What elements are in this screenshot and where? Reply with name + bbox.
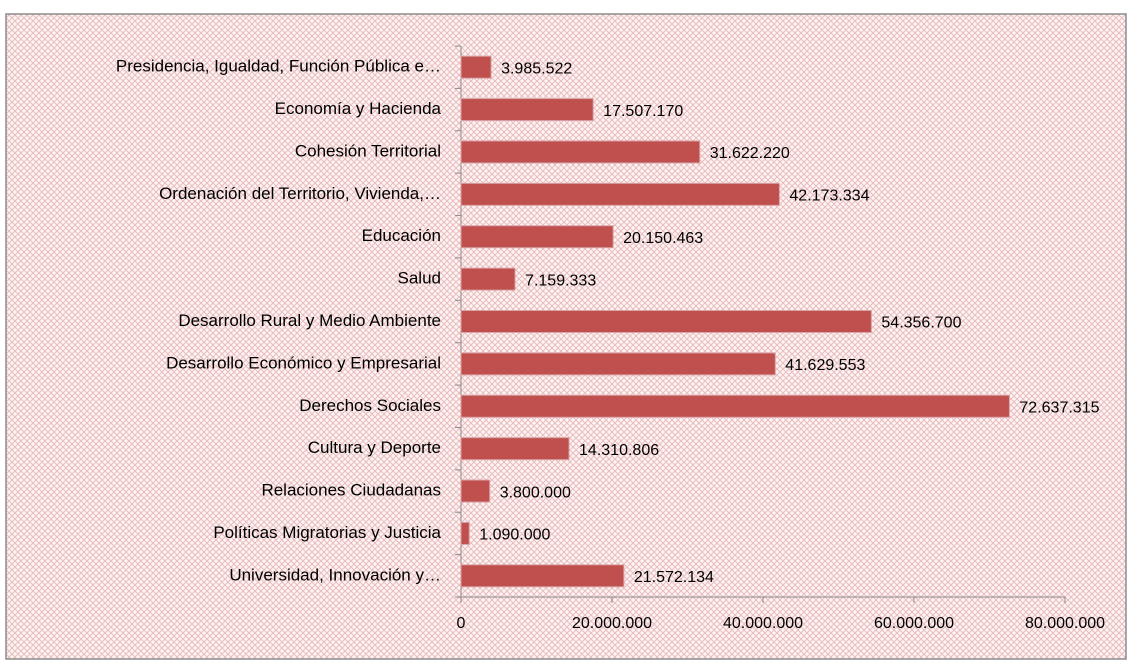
x-tick-label: 0 <box>457 615 466 632</box>
bar <box>460 521 470 545</box>
value-label: 17.507.170 <box>603 103 683 120</box>
y-tick-label: Economía y Hacienda <box>275 99 442 118</box>
y-tick-label: Presidencia, Igualdad, Función Pública e… <box>116 57 441 76</box>
value-label: 21.572.134 <box>634 569 714 586</box>
bar <box>460 182 780 206</box>
y-tick-label: Políticas Migratorias y Justicia <box>213 523 441 542</box>
value-label: 7.159.333 <box>525 272 596 289</box>
value-label: 31.622.220 <box>710 145 790 162</box>
x-tick-label: 40.000.000 <box>723 615 803 632</box>
bar <box>460 310 872 333</box>
value-label: 14.310.806 <box>579 442 659 459</box>
bar <box>460 267 516 291</box>
chart-area <box>5 13 1127 660</box>
y-tick-label: Universidad, Innovación y… <box>229 565 441 584</box>
value-label: 20.150.463 <box>623 230 703 247</box>
value-label: 1.090.000 <box>479 527 550 544</box>
value-label: 3.800.000 <box>500 484 571 501</box>
bar <box>460 394 1010 418</box>
value-label: 72.637.315 <box>1019 399 1099 416</box>
y-tick-label: Ordenación del Territorio, Vivienda,… <box>159 184 441 203</box>
bar <box>460 98 594 122</box>
y-tick-label: Derechos Sociales <box>299 396 441 415</box>
x-tick-label: 20.000.000 <box>572 615 652 632</box>
value-label: 41.629.553 <box>785 357 865 374</box>
bar <box>460 352 776 376</box>
bar <box>460 479 491 503</box>
y-tick-label: Relaciones Ciudadanas <box>261 481 441 500</box>
x-tick-label: 80.000.000 <box>1025 615 1105 632</box>
y-tick-label: Desarrollo Rural y Medio Ambiente <box>178 311 441 330</box>
y-tick-label: Desarrollo Económico y Empresarial <box>166 353 441 372</box>
y-tick-label: Cultura y Deporte <box>308 438 441 457</box>
bar <box>460 225 614 249</box>
value-label: 3.985.522 <box>501 60 572 77</box>
bar <box>460 437 570 461</box>
value-label: 42.173.334 <box>789 188 869 205</box>
bar <box>460 564 625 588</box>
x-tick-label: 60.000.000 <box>874 615 954 632</box>
value-label: 54.356.700 <box>881 315 961 332</box>
y-tick-label: Cohesión Territorial <box>295 141 441 160</box>
bar <box>460 140 701 164</box>
bar <box>460 55 492 79</box>
y-tick-label: Educación <box>362 226 441 245</box>
y-tick-label: Salud <box>398 269 441 288</box>
